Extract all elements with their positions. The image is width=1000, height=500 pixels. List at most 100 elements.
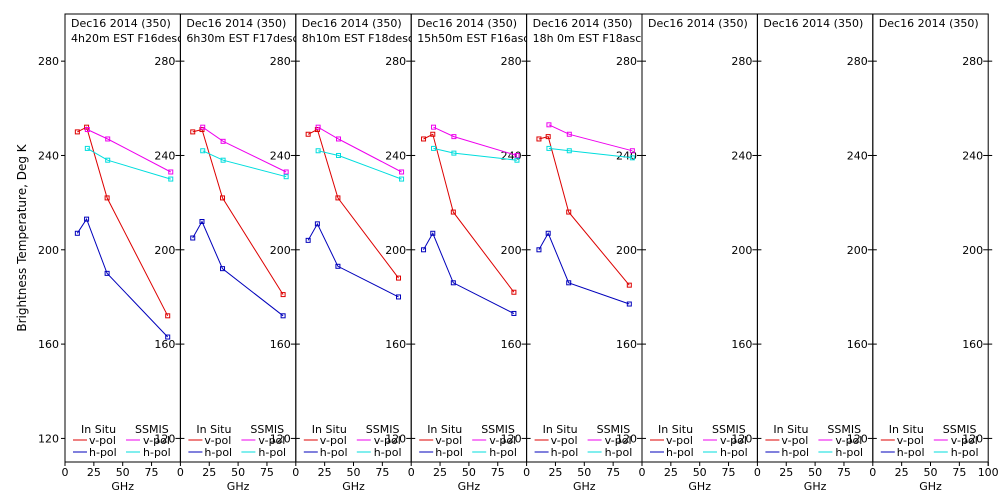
legend-ssmis-label: v-pol [605,434,632,447]
x-tick-label: 25 [433,466,447,479]
x-tick-label: 0 [177,466,184,479]
panel-6: Dec16 2014 (350) 120 160 200 240 280 0 25 50 75 GH… [639,13,762,493]
legend-insitu-heading: In Situ [889,423,924,436]
data-point [421,247,427,253]
y-tick-label: 240 [731,149,752,162]
data-point [200,124,206,130]
series-line [548,124,633,152]
x-tick-label: 0 [292,466,299,479]
series-line [433,147,518,161]
y-tick-label: 240 [154,149,175,162]
data-point [74,129,80,135]
panel-title: Dec16 2014 (350) [879,17,979,30]
data-point [168,176,174,182]
y-tick-label: 240 [962,149,983,162]
legend-ssmis-label: h-pol [489,446,517,459]
data-point [190,235,196,241]
legend-insitu-label: h-pol [666,446,694,459]
y-tick-label: 200 [270,244,291,257]
data-point [511,289,517,295]
data-point [629,155,635,161]
series-line [548,147,633,159]
data-point [165,334,171,340]
series-line [423,133,515,293]
y-tick-label: 280 [847,55,868,68]
x-tick-label: 50 [347,466,361,479]
data-point [514,152,520,158]
legend-ssmis-heading: SSMIS [827,423,861,436]
data-point [629,148,635,154]
data-point [280,292,286,298]
x-tick-label: 0 [62,466,69,479]
data-point [165,313,171,319]
legend-ssmis-label: h-pol [374,446,402,459]
x-tick-label: 0 [523,466,530,479]
panel-title: Dec16 2014 (350) [763,17,863,30]
y-tick-label: 240 [385,149,406,162]
x-tick-label: 0 [639,466,646,479]
series-line [192,128,284,295]
data-point [74,230,80,236]
panel-title: Dec16 2014 (350) [71,17,171,30]
panel-subtitle: 6h30m EST F17desc [186,32,298,45]
panel-subtitle: 4h20m EST F16desc [71,32,183,45]
legend-ssmis-label: h-pol [143,446,171,459]
legend-ssmis-label: h-pol [605,446,633,459]
y-tick-label: 120 [847,432,868,445]
left-y-tick-label: 240 [38,149,59,162]
panel-3: Dec16 2014 (350) 8h10m EST F18desc 120 160 2… [292,13,416,493]
series-line [87,147,171,180]
data-point [536,136,542,142]
data-point [546,122,552,128]
series-line [317,150,402,180]
legend-ssmis-heading: SSMIS [250,423,284,436]
series-line [423,232,515,314]
legend-insitu-label: h-pol [435,446,463,459]
y-tick-label: 160 [385,338,406,351]
y-tick-label: 160 [154,338,175,351]
data-point [396,275,402,281]
data-point [283,174,289,180]
y-tick-label: 280 [270,55,291,68]
legend-ssmis-label: h-pol [720,446,748,459]
series-line [87,129,172,173]
data-point [430,230,436,236]
x-tick-label: 25 [202,466,216,479]
legend-insitu-label: h-pol [204,446,232,459]
data-point [220,138,226,144]
x-axis-label: GHz [458,480,481,493]
data-point [514,157,520,163]
x-axis-label: GHz [227,480,250,493]
left-y-tick-label: 120 [38,432,59,445]
data-point [280,313,286,319]
x-tick-label: 50 [924,466,938,479]
data-point [396,294,402,300]
x-tick-label: 25 [318,466,332,479]
x-tick-label: 75 [837,466,851,479]
panel-4: Dec16 2014 (350) 15h50m EST F16asc 120 160 2… [408,13,531,493]
legend-ssmis-label: v-pol [835,434,862,447]
panel-7: Dec16 2014 (350) 120 160 200 240 280 0 25 50 75 GH… [754,13,877,493]
x-axis-label: GHz [688,480,711,493]
data-point [105,157,111,163]
legend-insitu-heading: In Situ [773,423,808,436]
data-point [283,169,289,175]
legend-ssmis-label: v-pol [951,434,978,447]
series-line [317,126,402,173]
data-point [84,216,90,222]
data-point [431,124,437,130]
y-tick-label: 200 [501,244,522,257]
data-point [545,134,551,140]
y-tick-label: 120 [962,432,983,445]
data-point [399,176,405,182]
legend-ssmis-heading: SSMIS [943,423,977,436]
data-point [104,270,110,276]
legend-insitu-heading: In Situ [543,423,578,436]
y-tick-label: 120 [731,432,752,445]
x-tick-label: 25 [548,466,562,479]
x-tick-label: 25 [664,466,678,479]
data-point [335,263,341,269]
panel-subtitle: 15h50m EST F16asc [417,32,529,45]
